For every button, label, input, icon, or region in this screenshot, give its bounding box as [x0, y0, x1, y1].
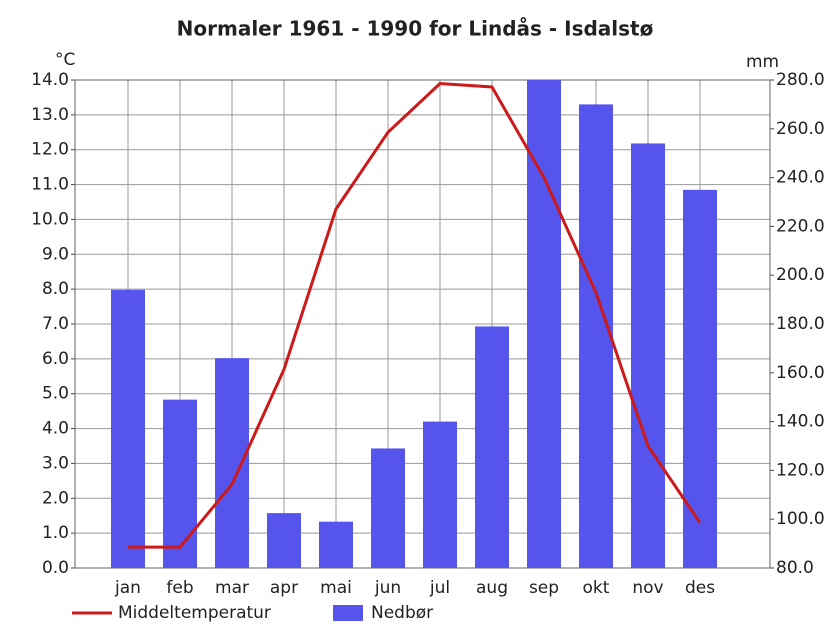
x-tick-label: jun — [374, 578, 401, 598]
y-tick-label: 10.0 — [31, 209, 69, 229]
bar — [163, 399, 197, 568]
legend-swatch — [333, 605, 363, 621]
x-tick-label: apr — [270, 578, 298, 598]
x-tick-label: jan — [114, 578, 141, 598]
x-tick-label: feb — [166, 578, 193, 598]
y-tick-label: 13.0 — [31, 105, 69, 125]
y-tick-label: 4.0 — [42, 419, 69, 439]
x-tick-label: sep — [529, 578, 559, 598]
x-tick-label: aug — [476, 578, 508, 598]
y2-tick-label: 160.0 — [776, 363, 825, 383]
bar — [579, 104, 613, 569]
y-tick-label: 9.0 — [42, 244, 69, 264]
line — [128, 81, 702, 549]
bar — [683, 189, 717, 569]
bar — [527, 80, 561, 568]
y-tick-label: 6.0 — [42, 349, 69, 369]
x-tick-label: des — [685, 578, 715, 598]
y-tick-label: 1.0 — [42, 523, 69, 543]
y2-tick-label: 260.0 — [776, 119, 825, 139]
x-tick-label: mai — [320, 578, 352, 598]
bar — [475, 326, 509, 568]
y-tick-label: 0.0 — [42, 558, 69, 578]
y-tick-label: 11.0 — [31, 175, 69, 195]
bar — [371, 448, 405, 568]
y-axis-label: °C — [55, 50, 75, 70]
y2-tick-label: 80.0 — [776, 558, 814, 578]
y-tick-label: 8.0 — [42, 279, 69, 299]
y-tick-label: 3.0 — [42, 453, 69, 473]
y2-tick-label: 280.0 — [776, 70, 825, 90]
y-tick-label: 7.0 — [42, 314, 69, 334]
y2-tick-label: 100.0 — [776, 509, 825, 529]
bar — [267, 513, 301, 568]
y2-axis-label: mm — [746, 52, 779, 72]
y-tick-label: 12.0 — [31, 140, 69, 160]
y2-tick-label: 240.0 — [776, 168, 825, 188]
legend-label: Nedbør — [371, 603, 433, 623]
y-tick-label: 14.0 — [31, 70, 69, 90]
y2-tick-label: 140.0 — [776, 412, 825, 432]
legend-label: Middeltemperatur — [118, 603, 271, 623]
bar — [319, 521, 353, 568]
x-tick-label: jul — [429, 578, 450, 598]
y2-tick-label: 120.0 — [776, 460, 825, 480]
y2-tick-label: 180.0 — [776, 314, 825, 334]
y-tick-label: 5.0 — [42, 384, 69, 404]
y-tick-label: 2.0 — [42, 488, 69, 508]
y2-tick-label: 220.0 — [776, 216, 825, 236]
bar — [215, 358, 249, 568]
x-tick-label: okt — [583, 578, 610, 598]
bar — [631, 143, 665, 568]
plot-border — [74, 79, 771, 569]
y2-tick-label: 200.0 — [776, 265, 825, 285]
x-tick-label: nov — [632, 578, 663, 598]
bar — [111, 289, 145, 568]
x-tick-label: mar — [215, 578, 249, 598]
chart-title: Normaler 1961 - 1990 for Lindås - Isdals… — [177, 17, 654, 41]
bar — [423, 421, 457, 568]
